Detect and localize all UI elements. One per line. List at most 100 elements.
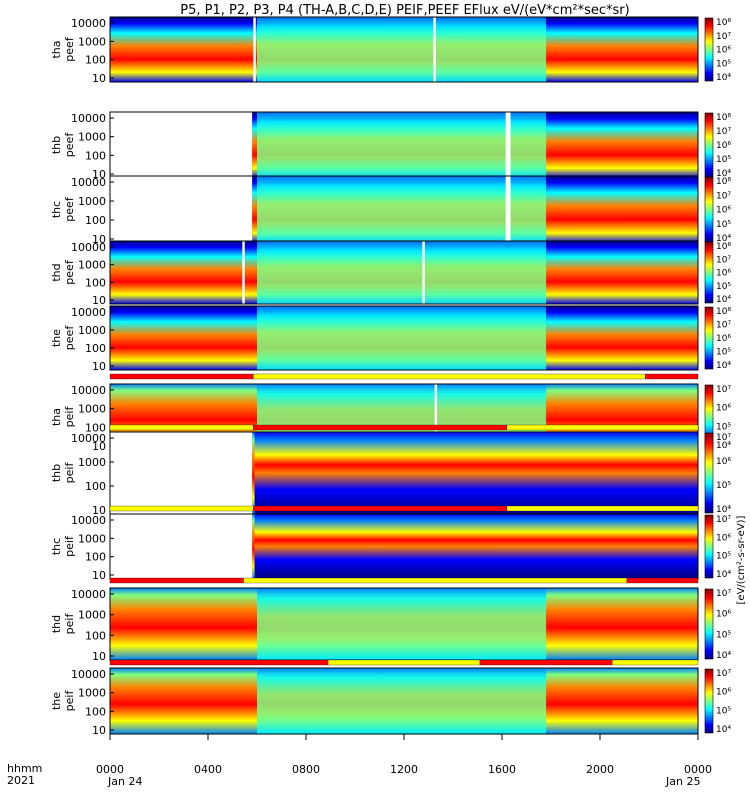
- x-axis-label-year: 2021: [7, 774, 35, 787]
- x-tick-label-5: 1600: [488, 763, 516, 776]
- panel-9-ytick-10: 10: [92, 650, 106, 663]
- panel-6-colorbar-tick-3: 10⁶: [716, 404, 731, 414]
- panel-5-colorbar-tick-1: 10⁴: [716, 361, 731, 371]
- panel-4-colorbar-tick-2: 10⁵: [716, 282, 731, 292]
- x-tick-label-7: 0000: [684, 763, 712, 776]
- panel-10-ytick-10: 10: [92, 724, 106, 737]
- panel-6-data-gap-1: [434, 384, 438, 450]
- panel-8-ytick-10000: 10000: [71, 514, 106, 527]
- panel-6-flag-bar-3: [645, 373, 699, 380]
- panel-8-colorbar-tick-2: 10⁵: [716, 552, 731, 562]
- panel-10-ytick-100: 100: [85, 705, 106, 718]
- panel-3-colorbar-tick-3: 10⁶: [716, 206, 731, 216]
- panel-1-ytick-10: 10: [92, 72, 106, 85]
- panel-1-active-region: [257, 17, 547, 82]
- panel-2-data-gap-1: [110, 112, 253, 178]
- panel-6-ytick-1000: 1000: [78, 403, 106, 416]
- panel-3-active-region: [257, 176, 547, 243]
- panel-7-colorbar: [704, 432, 714, 514]
- panel-4-ytick-100: 100: [85, 276, 106, 289]
- panel-9-colorbar-tick-4: 10⁷: [716, 589, 731, 599]
- panel-3-colorbar-tick-1: 10⁴: [716, 234, 731, 244]
- panel-8-data-gap-1: [110, 514, 253, 579]
- panel-3-ytick-10: 10: [92, 233, 106, 246]
- panel-8-ytick-100: 100: [85, 551, 106, 564]
- panel-10-active-region: [257, 668, 547, 734]
- panel-5-ytick-100: 100: [85, 342, 106, 355]
- panel-3-colorbar-tick-4: 10⁷: [716, 191, 731, 201]
- panel-3-ylabel-2: peef: [63, 196, 76, 222]
- panel-3-colorbar-tick-2: 10⁵: [716, 220, 731, 230]
- panel-1-colorbar-tick-5: 10⁸: [716, 18, 731, 28]
- panel-9-ytick-100: 100: [85, 629, 106, 642]
- panel-6-ylabel-2: peif: [63, 406, 76, 428]
- panel-9-ytick-1000: 1000: [78, 609, 106, 622]
- panel-8-colorbar-tick-1: 10⁴: [716, 570, 731, 580]
- panel-3-data-gap-1: [110, 176, 253, 243]
- panel-8-colorbar: [704, 514, 714, 579]
- panel-5-colorbar-tick-3: 10⁶: [716, 334, 731, 344]
- panel-10-colorbar-tick-2: 10⁵: [716, 706, 731, 716]
- panel-6-flag-bar-2: [253, 373, 646, 380]
- panel-1-colorbar-tick-4: 10⁷: [716, 32, 731, 42]
- panel-6-colorbar-tick-4: 10⁷: [716, 385, 731, 395]
- panel-7-colorbar-tick-2: 10⁵: [716, 481, 731, 491]
- x-date-label-1: Jan 24: [107, 775, 142, 788]
- x-tick-label-2: 0400: [194, 763, 222, 776]
- panel-8-ylabel-1: thc: [50, 538, 63, 555]
- panel-3-colorbar: [704, 176, 714, 243]
- panel-6-colorbar-tick-1: 10⁴: [716, 441, 731, 451]
- panel-2-colorbar-tick-1: 10⁴: [716, 169, 731, 179]
- panel-4-colorbar-tick-1: 10⁴: [716, 295, 731, 305]
- panel-2-colorbar-tick-5: 10⁸: [716, 113, 731, 123]
- panel-3-ytick-1000: 1000: [78, 195, 106, 208]
- panel-1-frame: [109, 16, 699, 83]
- panel-9-ytick-10000: 10000: [71, 588, 106, 601]
- panel-2-ylabel-2: peef: [63, 132, 76, 158]
- panel-6-flag-bar-1: [109, 373, 254, 380]
- panel-8-colorbar-tick-3: 10⁶: [716, 533, 731, 543]
- panel-6-ytick-10: 10: [92, 440, 106, 453]
- panel-7-colorbar-tick-4: 10⁷: [716, 433, 731, 443]
- panel-1-ytick-100: 100: [85, 54, 106, 67]
- x-tick-label-4: 1200: [390, 763, 418, 776]
- panel-5-colorbar-tick-4: 10⁷: [716, 321, 731, 331]
- panel-6-ylabel-1: tha: [50, 408, 63, 426]
- panel-5-ytick-10: 10: [92, 360, 106, 373]
- panel-1-ytick-1000: 1000: [78, 35, 106, 48]
- panel-7-ylabel-1: thb: [50, 464, 63, 482]
- panel-9-colorbar-tick-3: 10⁶: [716, 610, 731, 620]
- panel-10-ytick-1000: 1000: [78, 687, 106, 700]
- panel-2-ytick-10000: 10000: [71, 112, 106, 125]
- colorbar-label: [eV/(cm²-s-sr-eV)]: [736, 515, 747, 604]
- panel-8-flag-bar-3: [506, 505, 699, 512]
- panel-4-colorbar: [704, 241, 714, 304]
- panel-8-colorbar-tick-4: 10⁷: [716, 515, 731, 525]
- panel-10-flag-bar-1: [109, 659, 329, 666]
- panel-2-ytick-10: 10: [92, 168, 106, 181]
- x-tick-label-6: 2000: [586, 763, 614, 776]
- panel-1-data-gap-2: [433, 17, 436, 82]
- panel-9-flag-bar-3: [626, 577, 699, 584]
- x-tick-label-3: 0800: [292, 763, 320, 776]
- panel-5-active-region: [257, 306, 547, 370]
- x-tick-label-1: 0000: [96, 763, 124, 776]
- panel-10-flag-bar-3: [479, 659, 613, 666]
- panel-1-colorbar: [704, 17, 714, 82]
- panel-9-active-region: [257, 588, 547, 660]
- panel-2-colorbar-tick-4: 10⁷: [716, 127, 731, 137]
- panel-9-flag-bar-2: [243, 577, 628, 584]
- panel-10-ylabel-1: the: [50, 692, 63, 710]
- panel-7-flag-bar-2: [253, 424, 508, 431]
- panel-5-ylabel-2: peef: [63, 325, 76, 351]
- panel-5-frame: [109, 305, 699, 371]
- panel-4-data-gap-2: [422, 241, 425, 304]
- panel-2-data-gap-2: [505, 112, 511, 178]
- panel-7-colorbar-tick-3: 10⁶: [716, 457, 731, 467]
- panel-1-ytick-10000: 10000: [71, 17, 106, 30]
- panel-10-flag-bar-2: [327, 659, 481, 666]
- panel-10-colorbar-tick-4: 10⁷: [716, 669, 731, 679]
- panel-2-ytick-1000: 1000: [78, 131, 106, 144]
- panel-4-ytick-10000: 10000: [71, 241, 106, 254]
